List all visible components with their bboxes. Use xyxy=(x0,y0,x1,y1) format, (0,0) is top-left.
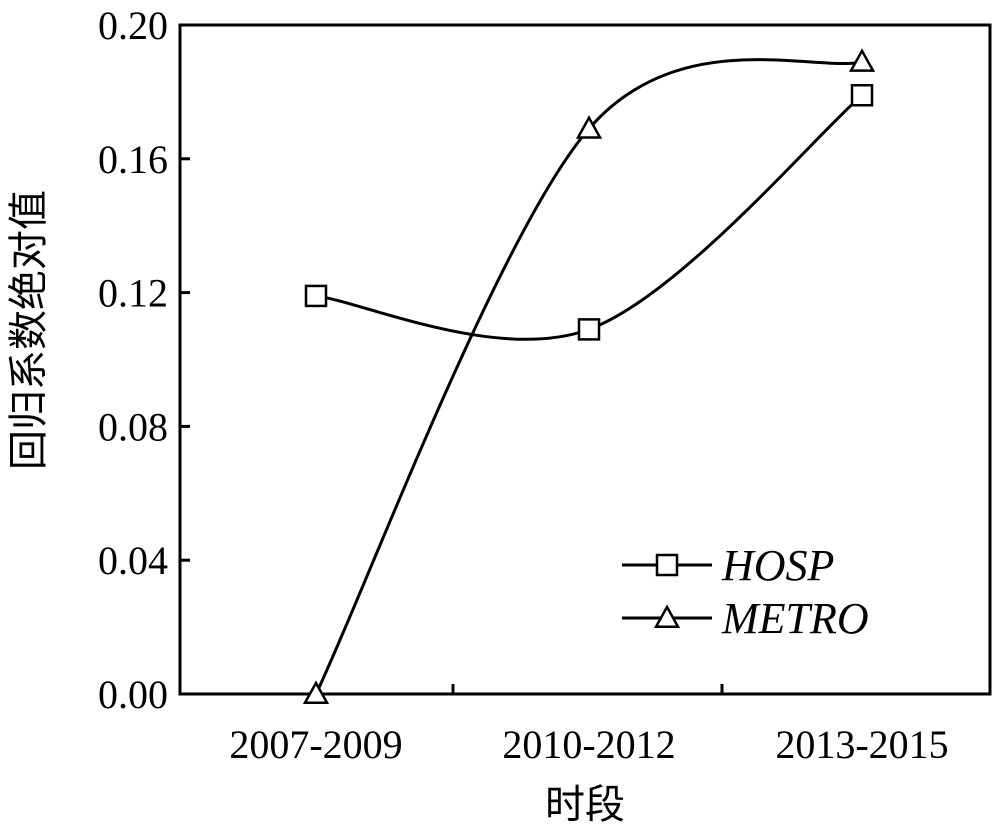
x-axis: 2007-2009 2010-2012 2013-2015 xyxy=(229,684,949,767)
data-point-hosp-2 xyxy=(850,83,874,107)
x-tick-label-0: 2007-2009 xyxy=(229,722,402,767)
legend-label-hosp: HOSP xyxy=(721,541,834,590)
legend-marker-hosp xyxy=(655,553,679,577)
series-hosp xyxy=(304,83,874,341)
data-point-metro-0 xyxy=(302,680,330,705)
y-tick-label-1: 0.04 xyxy=(98,538,168,583)
x-tick-label-2: 2013-2015 xyxy=(775,722,948,767)
data-point-hosp-0 xyxy=(304,284,328,308)
data-point-hosp-1 xyxy=(577,318,601,341)
plot-frame xyxy=(178,23,992,696)
series-line-metro xyxy=(314,58,863,695)
series-layer xyxy=(302,48,876,705)
y-tick-label-0: 0.00 xyxy=(98,672,168,717)
y-tick-label-4: 0.16 xyxy=(98,137,168,182)
y-tick-label-3: 0.12 xyxy=(98,271,168,316)
legend-label-metro: METRO xyxy=(721,594,869,643)
legend-marker-metro xyxy=(653,604,681,629)
series-metro xyxy=(302,48,876,705)
data-point-metro-1 xyxy=(575,115,603,139)
y-axis: 0.00 0.04 0.08 0.12 0.16 0.20 xyxy=(98,3,190,717)
y-axis-title: 回归系数绝对值 xyxy=(6,190,52,470)
x-tick-label-1: 2010-2012 xyxy=(502,722,675,767)
y-tick-label-2: 0.08 xyxy=(98,404,168,449)
data-point-metro-2 xyxy=(848,48,876,72)
x-axis-title: 时段 xyxy=(545,782,625,828)
y-tick-label-5: 0.20 xyxy=(98,3,168,48)
